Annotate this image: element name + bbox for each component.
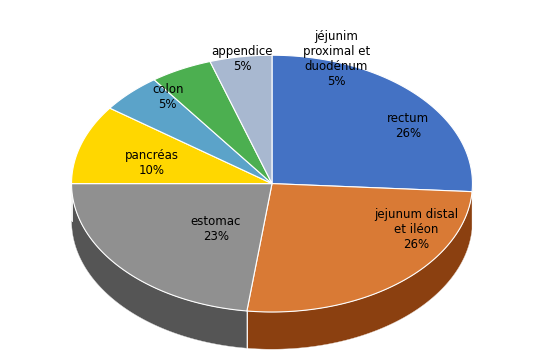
Polygon shape [72,108,272,184]
Polygon shape [247,192,472,349]
Text: jéjunim
proximal et
duodénum
5%: jéjunim proximal et duodénum 5% [302,30,370,88]
Polygon shape [154,61,272,184]
Text: appendice
5%: appendice 5% [211,45,273,73]
Polygon shape [272,221,472,229]
Text: rectum
26%: rectum 26% [387,112,429,140]
Text: colon
5%: colon 5% [152,83,183,110]
Polygon shape [210,55,272,184]
Polygon shape [72,184,272,311]
Polygon shape [272,55,472,192]
Text: pancréas
10%: pancréas 10% [125,149,179,177]
Polygon shape [247,184,472,312]
Text: estomac
23%: estomac 23% [191,215,241,243]
Polygon shape [72,221,272,348]
Polygon shape [72,184,247,348]
Text: jejunum distal
et iléon
26%: jejunum distal et iléon 26% [374,208,459,251]
Polygon shape [110,80,272,184]
Polygon shape [247,221,472,349]
